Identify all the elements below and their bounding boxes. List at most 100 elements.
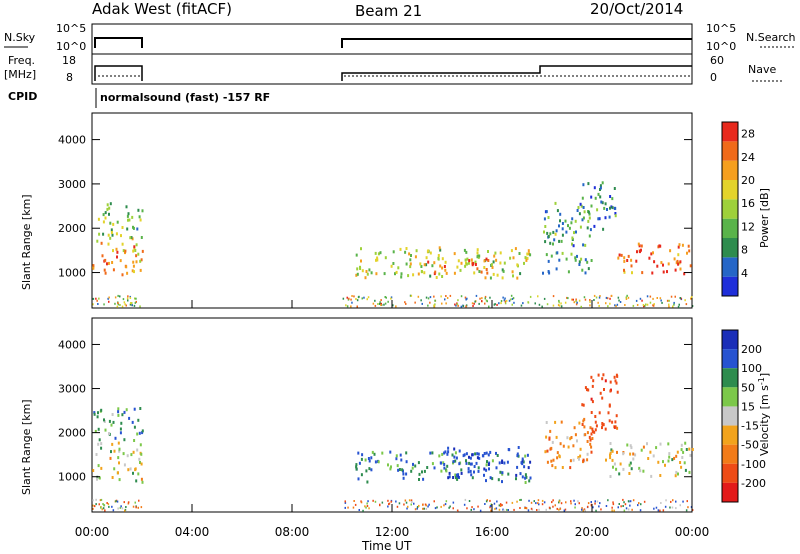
data-cell <box>133 407 136 411</box>
data-cell <box>384 256 387 260</box>
data-cell <box>609 380 612 384</box>
ground-scatter-cell <box>127 501 130 504</box>
data-cell <box>558 454 561 458</box>
ground-scatter-cell <box>653 303 655 306</box>
data-cell <box>518 252 521 255</box>
data-cell <box>405 247 408 250</box>
data-cell <box>583 425 586 429</box>
data-cell <box>659 442 662 446</box>
x-tick-label: 12:00 <box>375 525 410 539</box>
data-cell <box>611 206 614 210</box>
data-cell <box>108 212 110 216</box>
data-cell <box>676 259 679 263</box>
data-cell <box>677 245 680 249</box>
velocity-colorbar-segment <box>722 444 738 464</box>
data-cell <box>511 270 514 274</box>
data-cell <box>477 452 480 456</box>
ground-scatter-cell <box>356 305 358 308</box>
data-cell <box>602 227 605 231</box>
data-cell <box>550 459 553 463</box>
ground-scatter-cell <box>347 506 349 509</box>
power-panel: 1000 2000 3000 4000 Slant Range [km] <box>20 112 694 309</box>
data-cell <box>468 461 471 465</box>
data-cell <box>137 208 140 212</box>
data-cell <box>552 458 555 462</box>
data-cell <box>111 261 114 264</box>
data-cell <box>458 462 461 466</box>
ground-scatter-cell <box>471 506 473 509</box>
ground-scatter-cell <box>538 508 540 511</box>
data-cell <box>636 250 638 254</box>
data-cell <box>364 276 367 280</box>
data-cell <box>506 460 509 464</box>
data-cell <box>588 234 591 238</box>
data-cell <box>442 461 445 465</box>
data-cell <box>597 217 600 221</box>
ground-scatter-cell <box>132 505 135 508</box>
data-cell <box>422 477 425 481</box>
velocity-colorbar-tick-label: -50 <box>741 439 759 452</box>
ground-scatter-cell <box>479 509 482 512</box>
ground-scatter-cell <box>102 507 105 510</box>
ground-scatter-cell <box>396 505 399 508</box>
data-cell <box>398 468 401 471</box>
data-cell <box>597 192 600 196</box>
x-tick-label: 08:00 <box>275 525 310 539</box>
data-cell <box>454 476 457 480</box>
data-cell <box>374 460 377 464</box>
data-cell <box>464 264 467 268</box>
data-cell <box>681 243 684 247</box>
ground-scatter-cell <box>626 294 628 297</box>
ground-scatter-cell <box>613 509 615 512</box>
freq-label-2: [MHz] <box>4 68 36 81</box>
data-cell <box>527 249 530 253</box>
ground-scatter-cell <box>646 303 649 306</box>
ground-scatter-cell <box>502 296 504 299</box>
ground-scatter-cell <box>117 302 119 305</box>
velocity-colorbar-tick-label: -15 <box>741 420 759 433</box>
data-cell <box>588 216 591 220</box>
data-cell <box>112 420 115 424</box>
ground-scatter-cell <box>605 296 608 299</box>
data-cell <box>528 252 530 256</box>
ground-scatter-cell <box>134 297 136 300</box>
power-x-ticks <box>91 300 693 308</box>
data-cell <box>499 261 502 265</box>
power-colorbar: 4 8 12 16 20 24 28 <box>721 121 755 297</box>
data-cell <box>474 260 477 264</box>
data-cell <box>423 271 426 275</box>
ground-scatter-cell <box>624 304 626 306</box>
velocity-x-ticks <box>91 504 693 512</box>
data-cell <box>499 470 502 474</box>
data-cell <box>126 214 129 218</box>
ground-scatter-cell <box>392 304 394 307</box>
data-cell <box>554 466 557 470</box>
data-cell <box>632 457 635 461</box>
noise-sky-trace-1 <box>94 37 143 48</box>
ground-scatter-cell <box>564 301 567 304</box>
data-cell <box>483 266 486 269</box>
data-cell <box>387 463 389 467</box>
data-cell <box>497 478 500 482</box>
ground-scatter-cell <box>420 299 422 302</box>
data-cell <box>609 456 612 460</box>
ground-scatter-cell <box>622 498 624 501</box>
ground-scatter-cell <box>537 499 540 502</box>
data-cell <box>480 270 483 274</box>
ground-scatter-cell <box>368 507 370 510</box>
data-cell <box>94 429 97 433</box>
ground-scatter-cell <box>404 301 406 304</box>
ground-scatter-cell <box>127 299 129 302</box>
ground-scatter-cell <box>537 502 539 505</box>
data-cell <box>443 265 446 268</box>
data-cell <box>574 433 577 437</box>
noise-sky-trace-2 <box>341 38 692 48</box>
data-cell <box>128 218 131 222</box>
data-cell <box>550 254 553 258</box>
velocity-colorbar-frame <box>721 329 739 503</box>
data-cell <box>516 276 519 280</box>
data-cell <box>464 258 467 262</box>
ground-scatter-cell <box>581 508 583 511</box>
ground-scatter-cell <box>140 506 143 509</box>
data-cell <box>521 475 524 479</box>
